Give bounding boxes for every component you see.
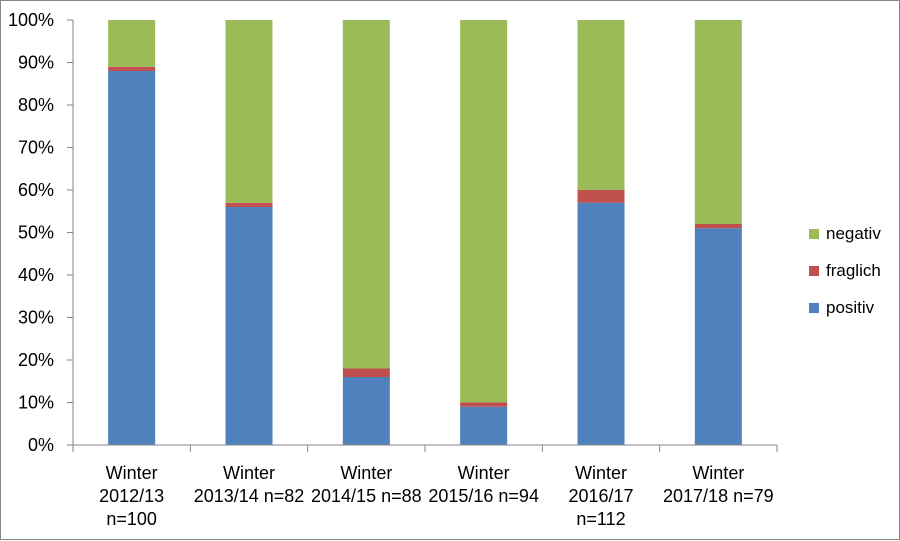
bar-segment-positiv xyxy=(342,377,390,445)
bar-segment-fraglich xyxy=(694,224,742,229)
bar-segment-positiv xyxy=(577,202,625,445)
legend: negativ fraglich positiv xyxy=(809,224,881,317)
legend-swatch-fraglich xyxy=(809,266,819,276)
x-category-label: 2014/15 n=88 xyxy=(311,486,422,506)
legend-label-positiv: positiv xyxy=(826,298,875,317)
bar-segment-fraglich xyxy=(342,368,390,377)
bar-segment-negativ xyxy=(108,20,156,67)
x-category-label: 2016/17 xyxy=(568,486,633,506)
y-tick-label: 100% xyxy=(8,10,54,30)
bar-segment-positiv xyxy=(694,228,742,445)
bar-segment-negativ xyxy=(342,20,390,369)
bar-segment-positiv xyxy=(225,207,273,445)
x-category-label: n=112 xyxy=(576,509,625,529)
legend-swatch-negativ xyxy=(809,229,819,239)
x-category-label: Winter xyxy=(340,463,392,483)
legend-swatch-positiv xyxy=(809,303,819,313)
bar-segment-fraglich xyxy=(460,402,508,407)
y-tick-label: 0% xyxy=(28,435,54,455)
bar-segment-negativ xyxy=(694,20,742,224)
x-category-label: Winter xyxy=(692,463,744,483)
bar-segment-positiv xyxy=(460,406,508,445)
x-category-label: 2015/16 n=94 xyxy=(428,486,539,506)
bar-segment-negativ xyxy=(225,20,273,203)
x-axis: Winter 2012/13 n=100 Winter 2013/14 n=82 Wint… xyxy=(72,444,778,529)
x-category-label: 2017/18 n=79 xyxy=(663,486,774,506)
x-category-label: 2013/14 n=82 xyxy=(194,486,305,506)
x-category-label: 2012/13 xyxy=(99,486,164,506)
y-tick-label: 70% xyxy=(18,138,54,158)
bar-segment-fraglich xyxy=(108,66,156,71)
legend-label-fraglich: fraglich xyxy=(826,261,881,280)
x-category-label: Winter xyxy=(575,463,627,483)
y-tick-label: 80% xyxy=(18,95,54,115)
y-tick-label: 40% xyxy=(18,265,54,285)
x-category-label: Winter xyxy=(106,463,158,483)
y-tick-label: 10% xyxy=(18,393,54,413)
y-tick-label: 60% xyxy=(18,180,54,200)
legend-label-negativ: negativ xyxy=(826,224,881,243)
x-category-label: n=100 xyxy=(106,509,157,529)
plot-area xyxy=(108,20,742,445)
y-axis: 0% 10% 20% 30% 40% 50% 60% 70% 80% 90% 100% xyxy=(8,10,74,455)
bar-segment-fraglich xyxy=(577,190,625,203)
x-category-label: Winter xyxy=(458,463,510,483)
bar-segment-negativ xyxy=(460,20,508,403)
y-tick-label: 50% xyxy=(18,223,54,243)
y-tick-label: 30% xyxy=(18,308,54,328)
y-tick-label: 90% xyxy=(18,53,54,73)
bar-segment-positiv xyxy=(108,71,156,445)
bar-segment-fraglich xyxy=(225,202,273,207)
x-category-label: Winter xyxy=(223,463,275,483)
y-tick-label: 20% xyxy=(18,350,54,370)
bar-segment-negativ xyxy=(577,20,625,190)
